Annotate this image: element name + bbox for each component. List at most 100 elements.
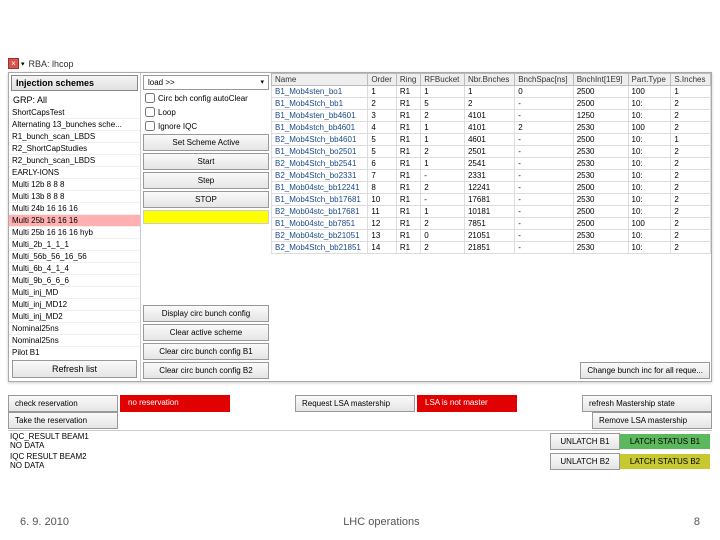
table-row[interactable]: B2_Mob4Stch_bb46015R114601-250010:1	[272, 134, 711, 146]
table-cell: 2500	[573, 218, 628, 230]
table-cell: 2	[671, 206, 711, 218]
scheme-item[interactable]: Multi_2b_1_1_1	[9, 239, 140, 251]
column-header[interactable]: RFBucket	[421, 74, 465, 86]
table-cell: 10:	[628, 230, 671, 242]
mid-panel: load >>▾ Circ bch config autoClear Loop …	[141, 73, 271, 381]
close-icon[interactable]: ×	[8, 58, 19, 69]
scheme-item[interactable]: Multi 25b 16 16 16 hyb	[9, 227, 140, 239]
dropdown-icon[interactable]: ▾	[21, 60, 25, 68]
scheme-item[interactable]: Multi 12b 8 8 8	[9, 179, 140, 191]
clear-b2-button[interactable]: Clear circ bunch config B2	[143, 362, 269, 379]
table-row[interactable]: B2_Mob04stc_bb1768111R1110181-250010:2	[272, 206, 711, 218]
unlatch-b2-button[interactable]: UNLATCH B2	[550, 453, 620, 470]
table-row[interactable]: B2_Mob4Stch_bo23317R1-2331-253010:2	[272, 170, 711, 182]
display-config-button[interactable]: Display circ bunch config	[143, 305, 269, 322]
scheme-item[interactable]: Multi_inj_MD2	[9, 311, 140, 323]
request-lsa-button[interactable]: Request LSA mastership	[295, 395, 415, 412]
scheme-item[interactable]: Pilot B1	[9, 347, 140, 357]
table-cell: R1	[396, 146, 420, 158]
scheme-item[interactable]: Alternating 13_bunches sche...	[9, 119, 140, 131]
table-row[interactable]: B1_Mob4Stch_bo25015R122501-253010:2	[272, 146, 711, 158]
stop-button[interactable]: STOP	[143, 191, 269, 208]
take-reservation-button[interactable]: Take the reservation	[8, 412, 118, 429]
scheme-item[interactable]: Multi 25b 16 16 16	[9, 215, 140, 227]
scheme-item[interactable]: Multi_inj_MD12	[9, 299, 140, 311]
start-button[interactable]: Start	[143, 153, 269, 170]
scheme-list[interactable]: ShortCapsTestAlternating 13_bunches sche…	[9, 107, 140, 357]
scheme-item[interactable]: Multi 24b 16 16 16	[9, 203, 140, 215]
group-filter[interactable]: GRP: All	[9, 93, 140, 107]
table-row[interactable]: B1_Mob4sten_bb46013R124101-125010:2	[272, 110, 711, 122]
scheme-item[interactable]: Multi_6b_4_1_4	[9, 263, 140, 275]
request-table[interactable]: NameOrderRingRFBucketNbr.BnchesBnchSpac[…	[271, 73, 711, 254]
column-header[interactable]: BnchInt[1E9]	[573, 74, 628, 86]
column-header[interactable]: S.Inches	[671, 74, 711, 86]
scheme-item[interactable]: EARLY-IONS	[9, 167, 140, 179]
table-row[interactable]: B1_Mob04stc_bb122418R1212241-250010:2	[272, 182, 711, 194]
scheme-item[interactable]: Multi_56b_56_16_56	[9, 251, 140, 263]
table-row[interactable]: B2_Mob04stc_bb2105113R1021051-253010:2	[272, 230, 711, 242]
loop-checkbox[interactable]: Loop	[143, 106, 269, 118]
table-cell: B1_Mob4stch_bb4601	[272, 122, 368, 134]
table-cell: B1_Mob4Stch_bb1	[272, 98, 368, 110]
change-bunch-button[interactable]: Change bunch inc for all reque...	[580, 362, 710, 379]
check-reservation-button[interactable]: check reservation	[8, 395, 118, 412]
table-cell: 2	[671, 158, 711, 170]
table-cell: 0	[421, 230, 465, 242]
column-header[interactable]: Order	[368, 74, 397, 86]
status-indicator	[143, 210, 269, 224]
table-cell: 10:	[628, 242, 671, 254]
table-cell: 2501	[464, 146, 514, 158]
set-scheme-active-button[interactable]: Set Scheme Active	[143, 134, 269, 151]
table-row[interactable]: B1_Mob4Stch_bb1768110R1-17681-253010:2	[272, 194, 711, 206]
table-cell: 5	[421, 98, 465, 110]
scheme-item[interactable]: Nominal25ns	[9, 335, 140, 347]
table-cell: 1	[671, 86, 711, 98]
table-cell: 10:	[628, 182, 671, 194]
column-header[interactable]: Part.Type	[628, 74, 671, 86]
table-cell: B1_Mob04stc_bb12241	[272, 182, 368, 194]
table-row[interactable]: B1_Mob4sten_bo11R111025001001	[272, 86, 711, 98]
scheme-item[interactable]: R2_bunch_scan_LBDS	[9, 155, 140, 167]
table-cell: 12	[368, 218, 397, 230]
table-row[interactable]: B2_Mob4Stch_bb2185114R1221851-253010:2	[272, 242, 711, 254]
table-cell: -	[515, 242, 574, 254]
table-row[interactable]: B1_Mob4stch_bb46014R114101225301002	[272, 122, 711, 134]
table-cell: 17681	[464, 194, 514, 206]
table-cell: -	[515, 230, 574, 242]
footer-page: 8	[694, 516, 700, 528]
refresh-mastership-button[interactable]: refresh Mastership state	[582, 395, 712, 412]
table-row[interactable]: B1_Mob04stc_bb785112R127851-25001002	[272, 218, 711, 230]
table-cell: 10:	[628, 98, 671, 110]
table-cell: 13	[368, 230, 397, 242]
table-cell: 2	[515, 122, 574, 134]
refresh-list-button[interactable]: Refresh list	[12, 360, 137, 378]
table-row[interactable]: B1_Mob4Stch_bb12R152-250010:2	[272, 98, 711, 110]
table-cell: 14	[368, 242, 397, 254]
column-header[interactable]: Nbr.Bnches	[464, 74, 514, 86]
scheme-item[interactable]: Multi_inj_MD	[9, 287, 140, 299]
scheme-item[interactable]: ShortCapsTest	[9, 107, 140, 119]
table-cell: 8	[368, 182, 397, 194]
table-row[interactable]: B2_Mob4Stch_bb25416R112541-253010:2	[272, 158, 711, 170]
column-header[interactable]: BnchSpac[ns]	[515, 74, 574, 86]
column-header[interactable]: Name	[272, 74, 368, 86]
clear-b1-button[interactable]: Clear circ bunch config B1	[143, 343, 269, 360]
autoclear-checkbox[interactable]: Circ bch config autoClear	[143, 92, 269, 104]
scheme-item[interactable]: R1_bunch_scan_LBDS	[9, 131, 140, 143]
scheme-item[interactable]: Multi 13b 8 8 8	[9, 191, 140, 203]
clear-active-button[interactable]: Clear active scheme	[143, 324, 269, 341]
iqc-b2-label: IQC RESULT BEAM2	[10, 452, 550, 461]
ignore-iqc-checkbox[interactable]: Ignore IQC	[143, 120, 269, 132]
table-cell: 100	[628, 86, 671, 98]
scheme-item[interactable]: Multi_9b_6_6_6	[9, 275, 140, 287]
remove-lsa-button[interactable]: Remove LSA mastership	[592, 412, 712, 429]
step-button[interactable]: Step	[143, 172, 269, 189]
table-cell: 10:	[628, 206, 671, 218]
footer: 6. 9. 2010 LHC operations 8	[0, 516, 720, 528]
load-dropdown[interactable]: load >>▾	[143, 75, 269, 90]
scheme-item[interactable]: R2_ShortCapStudies	[9, 143, 140, 155]
column-header[interactable]: Ring	[396, 74, 420, 86]
scheme-item[interactable]: Nominal25ns	[9, 323, 140, 335]
unlatch-b1-button[interactable]: UNLATCH B1	[550, 433, 620, 450]
